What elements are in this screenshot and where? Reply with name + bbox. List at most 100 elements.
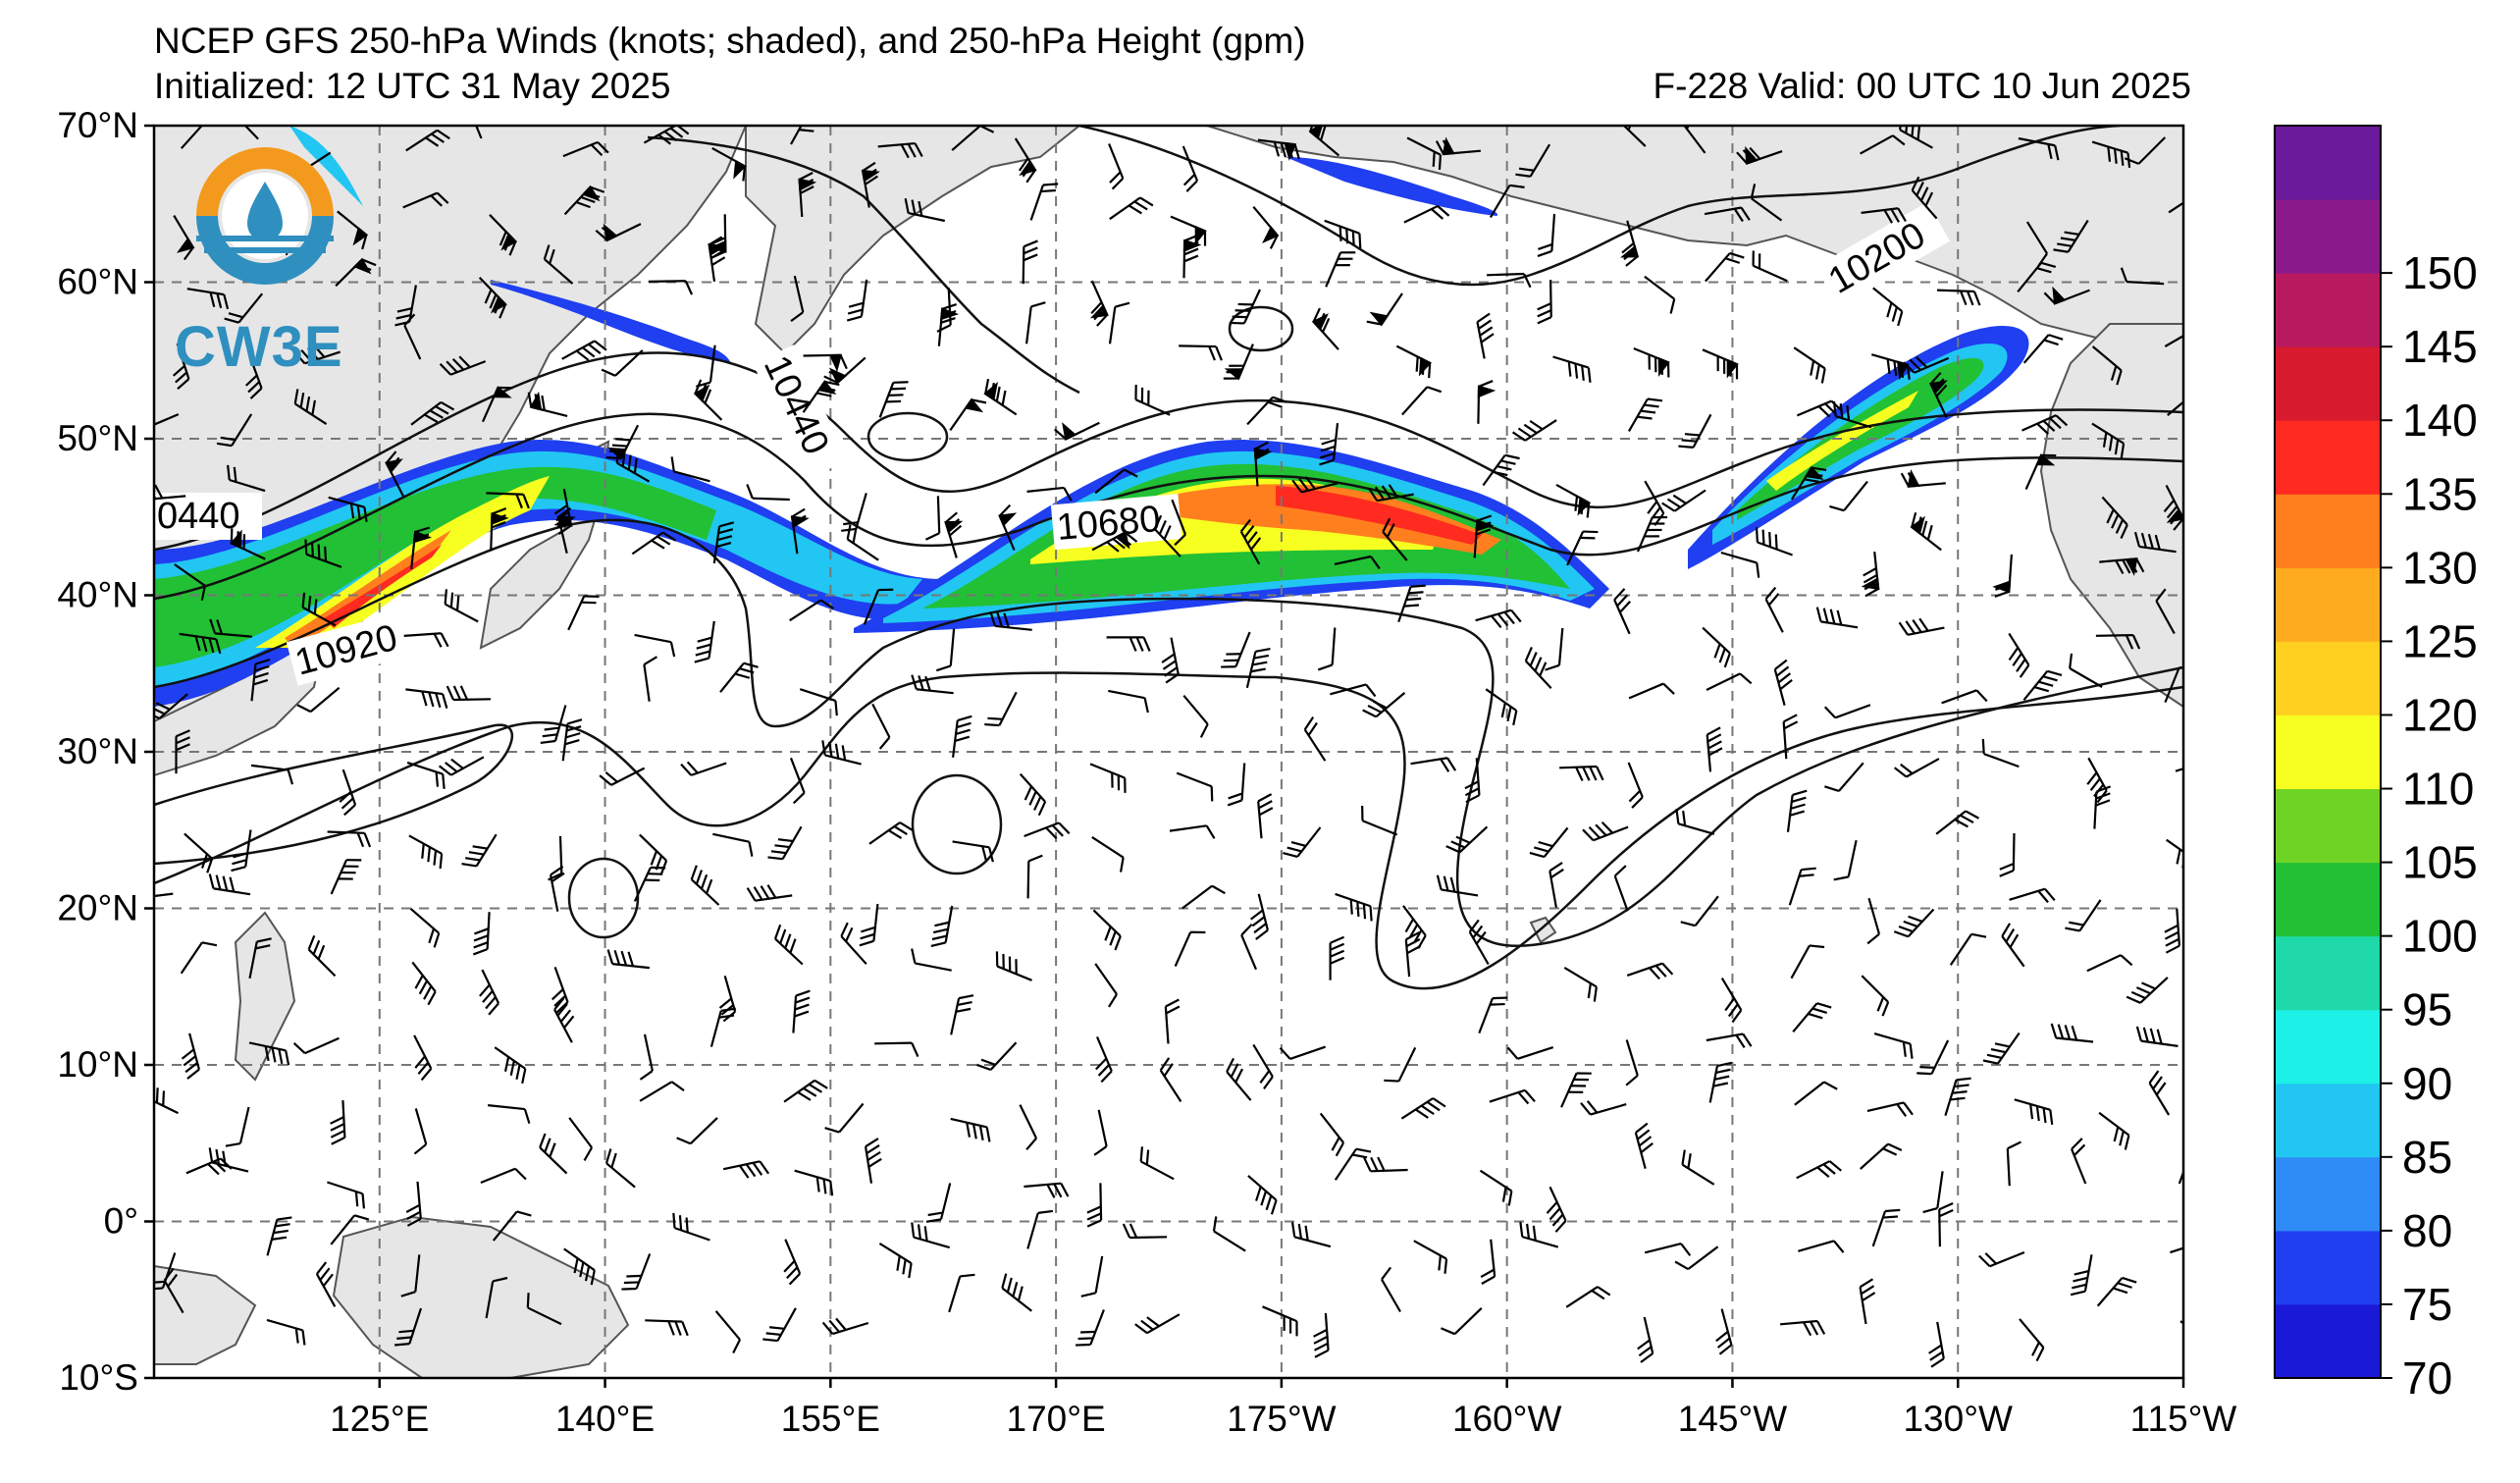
wind-barb (549, 865, 565, 912)
wind-barb (181, 1033, 200, 1080)
wind-barb (783, 1239, 802, 1286)
wind-barb (2126, 977, 2169, 1004)
lon-label: 125°E (330, 1399, 429, 1439)
wind-barb (911, 948, 952, 972)
wind-barb (1620, 220, 1640, 267)
wind-barb (1628, 682, 1675, 700)
wind-barb (1091, 835, 1125, 873)
wind-barb (1928, 371, 1948, 418)
wind-barb (1094, 468, 1138, 495)
wind-barb (1625, 1039, 1639, 1086)
wind-barb (186, 288, 230, 310)
wind-barb (676, 1117, 718, 1145)
colorbar-swatch (2275, 273, 2381, 347)
wind-barb (709, 1007, 736, 1047)
colorbar-label: 70 (2402, 1352, 2452, 1404)
wind-barb (1252, 1043, 1274, 1089)
wind-barb (1080, 1255, 1104, 1298)
wind-barb (712, 521, 735, 564)
wind-barb (693, 379, 723, 421)
wind-barb (1291, 476, 1339, 494)
wind-barb (1212, 1216, 1246, 1252)
wind-barb (1928, 1321, 1945, 1368)
wind-barb (2099, 557, 2145, 576)
wind-barb (1464, 758, 1481, 804)
lon-label: 170°E (1007, 1399, 1106, 1439)
wind-barb (1226, 1057, 1252, 1101)
wind-barb (746, 484, 790, 502)
wind-barb (2178, 1147, 2183, 1185)
wind-barb (1335, 892, 1373, 922)
wind-barb (1545, 627, 1564, 671)
wind-barb (2006, 1140, 2021, 1187)
wind-barb (924, 496, 941, 541)
wind-barb (1999, 832, 2016, 877)
wind-barb (1108, 301, 1130, 344)
wind-barb (615, 448, 651, 483)
wind-barb (1262, 1305, 1298, 1337)
colorbar-swatch (2275, 1009, 2381, 1085)
wind-barb (439, 355, 487, 376)
wind-barb (1823, 704, 1871, 719)
wind-barb (2148, 1070, 2171, 1116)
wind-barb (296, 686, 341, 714)
longitude-axis: 125°E 140°E 155°E 170°E 175°W 160°W 145°W 130°W… (330, 1378, 2236, 1439)
wind-barb (2001, 923, 2025, 968)
wind-barb (1362, 692, 1406, 718)
wind-barb (489, 214, 518, 256)
wind-barb (2164, 665, 2183, 704)
wind-barb (172, 343, 190, 391)
wind-barb (1675, 809, 1715, 835)
wind-barb (648, 280, 694, 295)
wind-barb (2017, 261, 2057, 292)
wind-barb (1900, 469, 1946, 488)
wind-barb (1139, 1146, 1175, 1181)
wind-barb (2155, 588, 2176, 635)
wind-barb (1790, 465, 1827, 501)
colorbar-swatch (2275, 126, 2381, 200)
wind-barb (250, 764, 294, 785)
wind-barb (1941, 689, 1988, 705)
wind-barb (330, 859, 362, 895)
wind-barb (995, 951, 1032, 981)
wind-barb (1406, 136, 1443, 171)
wind-barb (1477, 380, 1496, 424)
wind-barb (248, 937, 272, 980)
wind-barb (634, 633, 676, 658)
wind-barb (1565, 1286, 1611, 1308)
wind-barb (1161, 637, 1180, 684)
wind-barb (1384, 1046, 1417, 1083)
wind-barb (773, 924, 804, 966)
wind-barb (2163, 485, 2183, 531)
colorbar-label: 150 (2402, 247, 2478, 298)
wind-barb (1793, 346, 1826, 384)
wind-barb (478, 277, 507, 319)
wind-barb (438, 756, 485, 776)
wind-barb (231, 126, 259, 140)
wind-barb (950, 994, 974, 1035)
wind-barb (1780, 1319, 1826, 1337)
wind-barb (798, 172, 817, 217)
wind-barb (639, 1033, 654, 1081)
colorbar-label: 95 (2402, 984, 2452, 1035)
wind-barb (1911, 176, 1938, 220)
wind-barb (472, 912, 491, 956)
wind-barb (799, 688, 838, 716)
wind-barb (1582, 821, 1629, 842)
wind-barb (1944, 1077, 1971, 1117)
wind-barb (1257, 138, 1300, 161)
wind-barb (762, 1307, 797, 1343)
wind-barb (1106, 636, 1151, 652)
wind-barb (1227, 763, 1246, 807)
wind-barb (1627, 397, 1663, 432)
wind-barb (2095, 634, 2141, 650)
wind-barb (595, 223, 642, 242)
wind-barb (1290, 1222, 1332, 1248)
wind-barb (1435, 136, 1481, 156)
wind-barb (154, 693, 188, 720)
lat-label: 0° (104, 1201, 138, 1242)
wind-barb (1981, 738, 2020, 768)
wind-barb (446, 685, 492, 702)
wind-barb (335, 257, 377, 288)
